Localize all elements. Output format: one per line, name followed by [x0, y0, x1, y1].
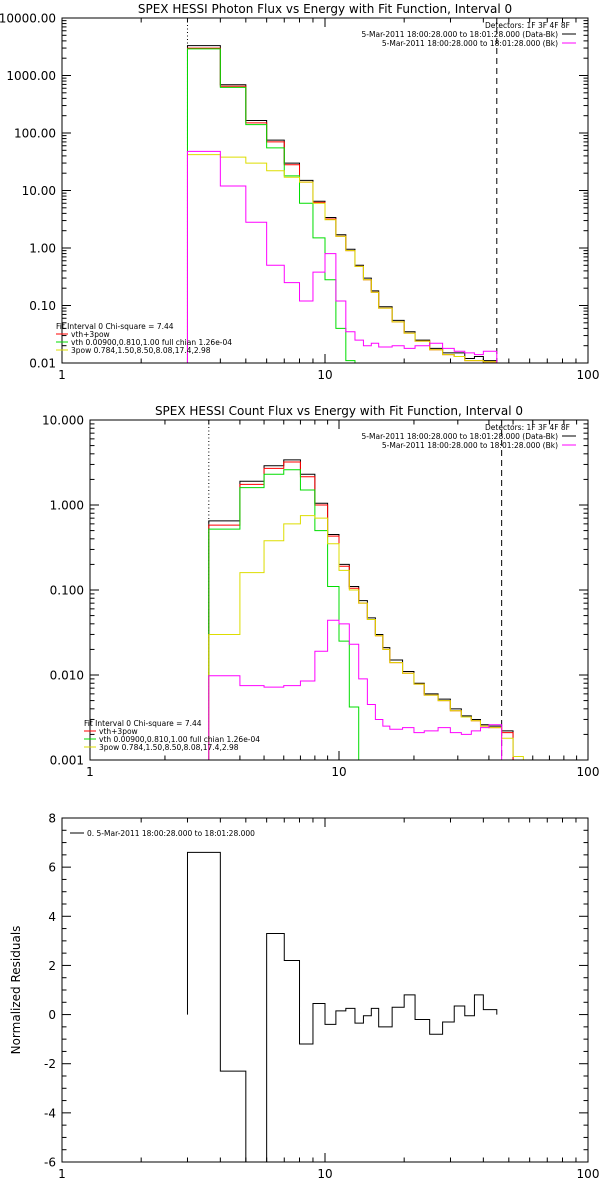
series-line-4 [186, 154, 498, 363]
y-tick-label: 0.100 [50, 584, 84, 598]
y-tick-label: 10.00 [22, 184, 56, 198]
legend-left-header: Fit Interval 0 Chi-square = 7.44 [56, 322, 174, 331]
legend-left-header: 0. 5-Mar-2011 18:00:28.000 to 18:01:28.0… [87, 829, 255, 838]
y-tick-label: 0 [48, 1008, 56, 1022]
y-axis-label: Normalized Residuals [9, 926, 23, 1055]
series-line-1 [186, 851, 498, 1162]
legend-left-entry: vth 0.00900,0.810,1.00 full chian 1.26e-… [99, 735, 260, 744]
y-tick-label: 0.001 [50, 754, 84, 768]
x-tick-label: 1 [58, 368, 66, 382]
y-tick-label: 0.10 [29, 299, 56, 313]
series-line-5 [208, 619, 503, 760]
y-tick-label: 4 [48, 910, 56, 924]
legend-right-entry: 5-Mar-2011 18:00:28.000 to 18:01:28.000 … [382, 441, 558, 450]
y-tick-label: 10000.00 [0, 12, 56, 26]
series-line-2 [186, 47, 498, 363]
y-tick-label: -6 [44, 1156, 56, 1170]
y-tick-label: 1000.00 [6, 69, 56, 83]
x-tick-label: 1 [58, 1167, 66, 1181]
x-tick-label: 10 [331, 765, 346, 779]
legend-left-header: Fit Interval 0 Chi-square = 7.44 [84, 719, 202, 728]
x-tick-label: 100 [577, 368, 600, 382]
series-line-4 [208, 515, 524, 760]
series-line-5 [186, 150, 498, 363]
series-line-3 [208, 469, 368, 760]
series-group [186, 45, 498, 363]
y-tick-label: 0.01 [29, 357, 56, 371]
series-line-1 [186, 45, 498, 363]
legend-left-entry: 3pow 0.784,1.50,8.50,8.08,17.4,2.98 [71, 346, 211, 355]
series-group [186, 851, 498, 1162]
x-tick-label: 100 [577, 1167, 600, 1181]
chart-title: SPEX HESSI Count Flux vs Energy with Fit… [155, 404, 523, 418]
x-tick-label: 100 [577, 765, 600, 779]
legend-left-entry: vth+3pow [71, 330, 110, 339]
legend-left-entry: vth+3pow [99, 727, 138, 736]
panel-1: SPEX HESSI Photon Flux vs Energy with Fi… [0, 2, 599, 382]
panel-3: Normalized Residuals 1 10 100 -6 -4 -2 0 2 4 6 8 0. … [9, 812, 599, 1182]
legend-left-entry: 3pow 0.784,1.50,8.50,8.08,17.4,2.98 [99, 743, 239, 752]
y-tick-label: 6 [48, 861, 56, 875]
x-tick-label: 10 [317, 368, 332, 382]
y-tick-label: 0.010 [50, 669, 84, 683]
y-tick-label: -4 [44, 1106, 56, 1120]
legend-right-entry: Detectors: 1F 3F 4F 8F [485, 21, 570, 30]
y-tick-label: 100.00 [14, 127, 56, 141]
legend-left-entry: vth 0.00900,0.810,1.00 full chian 1.26e-… [71, 338, 232, 347]
chart-title: SPEX HESSI Photon Flux vs Energy with Fi… [138, 2, 512, 16]
plot-frame [61, 17, 589, 364]
plot-frame [89, 419, 589, 761]
y-tick-label: 10.000 [42, 414, 84, 428]
legend-right-entry: 5-Mar-2011 18:00:28.000 to 18:01:28.000 … [362, 432, 559, 441]
x-tick-label: 10 [317, 1167, 332, 1181]
legend-right-entry: Detectors: 1F 3F 4F 8F [485, 423, 570, 432]
series-line-3 [186, 48, 356, 363]
y-tick-label: 1.00 [29, 242, 56, 256]
y-tick-label: 1.000 [50, 499, 84, 513]
y-tick-label: 2 [48, 959, 56, 973]
legend-right-entry: 5-Mar-2011 18:00:28.000 to 18:01:28.000 … [382, 39, 558, 48]
y-tick-label: -2 [44, 1057, 56, 1071]
panel-2: SPEX HESSI Count Flux vs Energy with Fit… [42, 404, 599, 779]
series-group [208, 459, 524, 760]
legend-right-entry: 5-Mar-2011 18:00:28.000 to 18:01:28.000 … [362, 30, 559, 39]
plot-frame [61, 817, 589, 1163]
x-tick-label: 1 [86, 765, 94, 779]
y-tick-label: 8 [48, 812, 56, 826]
